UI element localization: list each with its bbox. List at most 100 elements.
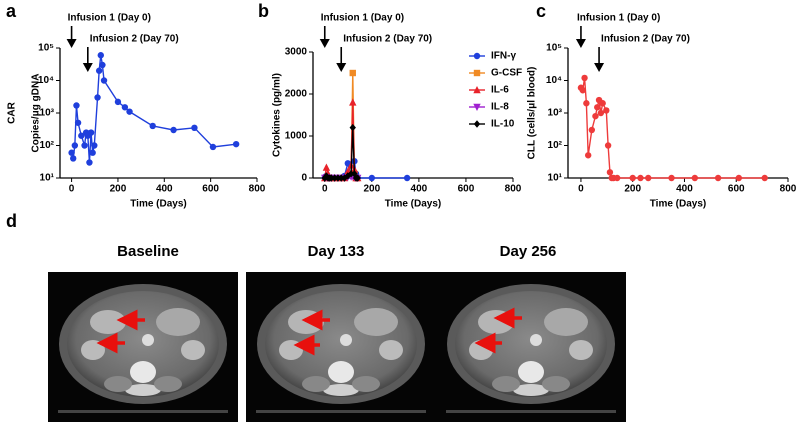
panel-label: d bbox=[6, 211, 17, 231]
marker bbox=[354, 174, 361, 182]
marker bbox=[232, 140, 240, 148]
y-tick-label: 10³ bbox=[548, 108, 563, 119]
marker bbox=[78, 132, 85, 139]
x-tick-label: 800 bbox=[505, 184, 522, 195]
marker bbox=[191, 124, 198, 132]
marker bbox=[126, 108, 133, 115]
marker bbox=[86, 159, 93, 166]
marker bbox=[583, 100, 590, 107]
marker bbox=[592, 112, 599, 120]
marker bbox=[100, 77, 108, 84]
marker bbox=[403, 174, 411, 182]
x-tick-label: 600 bbox=[458, 184, 475, 195]
marker bbox=[613, 174, 621, 182]
marker bbox=[761, 174, 768, 182]
marker bbox=[645, 174, 652, 182]
marker bbox=[71, 142, 79, 149]
x-tick-label: 0 bbox=[578, 184, 584, 195]
marker bbox=[368, 174, 376, 182]
marker bbox=[149, 122, 156, 130]
x-tick-label: 400 bbox=[676, 184, 693, 195]
marker bbox=[81, 142, 88, 149]
marker bbox=[629, 174, 636, 182]
y-tick-label: 10⁵ bbox=[546, 43, 562, 54]
y-tick-label: 0 bbox=[301, 173, 307, 184]
x-tick-label: 600 bbox=[728, 184, 745, 195]
annotation: Infusion 1 (Day 0) bbox=[68, 13, 151, 24]
panel-label: a bbox=[6, 1, 17, 21]
panel-label: b bbox=[258, 1, 269, 21]
x-tick-label: 0 bbox=[322, 184, 328, 195]
x-tick-label: 200 bbox=[624, 184, 641, 195]
annotation: Infusion 2 (Day 70) bbox=[601, 34, 690, 45]
marker bbox=[581, 74, 588, 82]
annotation-arrowhead bbox=[594, 63, 605, 72]
y-tick-label: 1000 bbox=[285, 131, 308, 142]
legend-label: G-CSF bbox=[491, 68, 522, 79]
annotation: Infusion 1 (Day 0) bbox=[321, 13, 404, 24]
annotation-arrowhead bbox=[319, 39, 330, 48]
marker bbox=[91, 142, 98, 149]
marker bbox=[97, 52, 104, 59]
marker bbox=[99, 61, 106, 69]
marker bbox=[473, 86, 481, 94]
y-axis-label: CLL (cells/μl blood) bbox=[527, 67, 538, 160]
marker bbox=[170, 126, 177, 134]
marker bbox=[347, 170, 355, 178]
x-tick-label: 0 bbox=[69, 184, 75, 195]
y-axis-label: CAR bbox=[7, 101, 18, 123]
marker bbox=[331, 174, 338, 182]
marker bbox=[349, 69, 356, 77]
x-tick-label: 800 bbox=[249, 184, 266, 195]
legend-label: IL-8 bbox=[491, 102, 509, 113]
y-tick-label: 10⁴ bbox=[38, 75, 54, 86]
marker bbox=[73, 102, 80, 109]
annotation: Infusion 2 (Day 70) bbox=[90, 34, 179, 45]
marker bbox=[473, 120, 481, 128]
x-tick-label: 800 bbox=[780, 184, 797, 195]
x-axis-label: Time (Days) bbox=[650, 199, 707, 210]
x-tick-label: 400 bbox=[156, 184, 173, 195]
marker bbox=[114, 98, 122, 106]
marker bbox=[121, 104, 129, 111]
marker bbox=[95, 67, 103, 74]
marker bbox=[691, 174, 699, 182]
y-axis-label: Cytokines (pg/ml) bbox=[272, 73, 283, 157]
y-tick-label: 10¹ bbox=[548, 173, 563, 184]
marker bbox=[349, 98, 357, 106]
marker bbox=[328, 174, 335, 182]
marker bbox=[606, 169, 614, 176]
y-tick-label: 10² bbox=[40, 140, 55, 151]
marker bbox=[349, 123, 356, 132]
x-axis-label: Time (Days) bbox=[130, 199, 187, 210]
marker bbox=[584, 152, 592, 159]
marker bbox=[68, 149, 75, 156]
annotation-arrowhead bbox=[82, 63, 93, 72]
x-axis-label: Time (Days) bbox=[385, 199, 442, 210]
marker bbox=[473, 52, 481, 60]
y-tick-label: 10⁴ bbox=[546, 75, 562, 86]
y-axis-label: Copies/μg gDNA bbox=[31, 74, 42, 153]
y-tick-label: 10¹ bbox=[40, 173, 55, 184]
legend-label: IL-6 bbox=[491, 85, 509, 96]
legend-label: IL-10 bbox=[491, 119, 515, 130]
y-tick-label: 3000 bbox=[285, 47, 308, 58]
y-tick-label: 10² bbox=[548, 140, 563, 151]
marker bbox=[579, 87, 586, 94]
series-line bbox=[580, 77, 765, 179]
x-tick-label: 200 bbox=[363, 184, 380, 195]
marker bbox=[89, 149, 96, 156]
annotation: Infusion 2 (Day 70) bbox=[343, 34, 432, 45]
marker bbox=[334, 174, 342, 182]
annotation-arrowhead bbox=[66, 39, 77, 48]
marker bbox=[322, 163, 331, 171]
y-tick-label: 10³ bbox=[40, 108, 55, 119]
image-title: Day 256 bbox=[500, 243, 557, 260]
marker bbox=[94, 94, 101, 101]
image-title: Baseline bbox=[117, 243, 179, 260]
ct-images bbox=[48, 272, 626, 422]
marker bbox=[735, 174, 743, 182]
marker bbox=[604, 142, 612, 149]
marker bbox=[594, 104, 601, 111]
